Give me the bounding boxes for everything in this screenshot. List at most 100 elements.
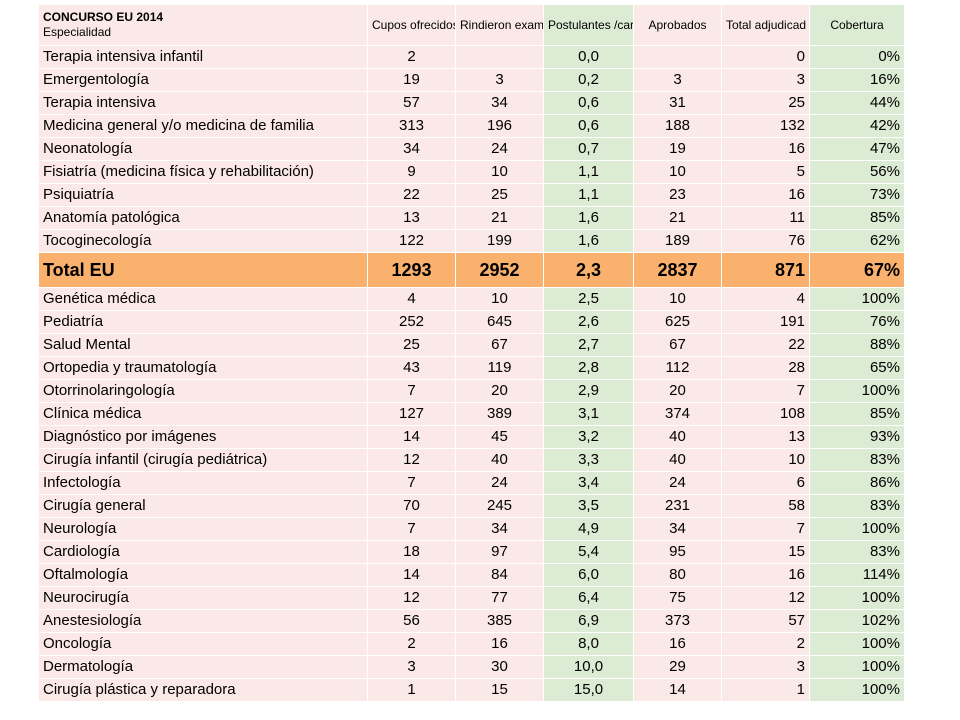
total-adjudicado-cell: 15 xyxy=(721,540,810,564)
specialty-cell: Genética médica xyxy=(38,287,368,311)
table-row: Neonatología 34 24 0,7 19 16 47% xyxy=(38,137,905,161)
cupos-cell: 252 xyxy=(367,310,456,334)
rindieron-cell: 24 xyxy=(455,471,544,495)
postulantes-cell: 3,1 xyxy=(543,402,634,426)
rindieron-cell: 77 xyxy=(455,586,544,610)
postulantes-cell: 2,3 xyxy=(543,252,634,288)
postulantes-cell: 5,4 xyxy=(543,540,634,564)
table-row: Diagnóstico por imágenes 14 45 3,2 40 13 93% xyxy=(38,425,905,449)
cobertura-cell: 86% xyxy=(809,471,905,495)
rindieron-cell: 16 xyxy=(455,632,544,656)
total-adjudicado-cell: 0 xyxy=(721,45,810,69)
rindieron-cell: 3 xyxy=(455,68,544,92)
table-row: Ortopedia y traumatología 43 119 2,8 112 28 65… xyxy=(38,356,905,380)
postulantes-cell: 2,9 xyxy=(543,379,634,403)
table-row: Emergentología 19 3 0,2 3 3 16% xyxy=(38,68,905,92)
cupos-cell: 19 xyxy=(367,68,456,92)
postulantes-cell: 10,0 xyxy=(543,655,634,679)
specialty-cell: Ortopedia y traumatología xyxy=(38,356,368,380)
rindieron-cell: 67 xyxy=(455,333,544,357)
specialty-cell: Clínica médica xyxy=(38,402,368,426)
cupos-cell: 18 xyxy=(367,540,456,564)
total-adjudicado-cell: 1 xyxy=(721,678,810,702)
aprobados-cell: 374 xyxy=(633,402,722,426)
cobertura-cell: 44% xyxy=(809,91,905,115)
rindieron-cell: 40 xyxy=(455,448,544,472)
cobertura-cell: 83% xyxy=(809,494,905,518)
cupos-cell: 57 xyxy=(367,91,456,115)
rindieron-cell: 34 xyxy=(455,517,544,541)
cupos-cell: 9 xyxy=(367,160,456,184)
specialty-cell: Otorrinolaringología xyxy=(38,379,368,403)
table-row: Cirugía general 70 245 3,5 231 58 83% xyxy=(38,494,905,518)
cupos-cell: 4 xyxy=(367,287,456,311)
total-adjudicado-cell: 11 xyxy=(721,206,810,230)
cobertura-cell: 62% xyxy=(809,229,905,253)
rindieron-cell: 245 xyxy=(455,494,544,518)
cobertura-cell: 73% xyxy=(809,183,905,207)
cobertura-cell: 114% xyxy=(809,563,905,587)
cobertura-cell: 100% xyxy=(809,678,905,702)
specialty-cell: Oncología xyxy=(38,632,368,656)
rindieron-cell: 20 xyxy=(455,379,544,403)
cupos-cell: 14 xyxy=(367,425,456,449)
cupos-cell: 1293 xyxy=(367,252,456,288)
cupos-cell: 13 xyxy=(367,206,456,230)
table-row: Salud Mental 25 67 2,7 67 22 88% xyxy=(38,333,905,357)
cobertura-cell: 100% xyxy=(809,287,905,311)
header-rindieron: Rindieron examen xyxy=(455,4,544,46)
total-adjudicado-cell: 3 xyxy=(721,655,810,679)
postulantes-cell: 3,3 xyxy=(543,448,634,472)
cobertura-cell: 83% xyxy=(809,448,905,472)
table-row: Terapia intensiva infantil 2 0,0 0 0% xyxy=(38,45,905,69)
cobertura-cell: 16% xyxy=(809,68,905,92)
table-row: Neurocirugía 12 77 6,4 75 12 100% xyxy=(38,586,905,610)
aprobados-cell: 3 xyxy=(633,68,722,92)
cobertura-cell: 100% xyxy=(809,655,905,679)
specialty-cell: Cirugía plástica y reparadora xyxy=(38,678,368,702)
total-adjudicado-cell: 28 xyxy=(721,356,810,380)
total-adjudicado-cell: 25 xyxy=(721,91,810,115)
cupos-cell: 43 xyxy=(367,356,456,380)
postulantes-cell: 3,2 xyxy=(543,425,634,449)
rindieron-cell: 15 xyxy=(455,678,544,702)
table-row: Otorrinolaringología 7 20 2,9 20 7 100% xyxy=(38,379,905,403)
table-row: Genética médica 4 10 2,5 10 4 100% xyxy=(38,287,905,311)
specialty-cell: Neurocirugía xyxy=(38,586,368,610)
table-row: Dermatología 3 30 10,0 29 3 100% xyxy=(38,655,905,679)
specialty-cell: Cirugía infantil (cirugía pediátrica) xyxy=(38,448,368,472)
aprobados-cell: 373 xyxy=(633,609,722,633)
aprobados-cell: 189 xyxy=(633,229,722,253)
specialty-cell: Tocoginecología xyxy=(38,229,368,253)
total-adjudicado-cell: 4 xyxy=(721,287,810,311)
table-row: Oftalmología 14 84 6,0 80 16 114% xyxy=(38,563,905,587)
header-cobertura: Cobertura xyxy=(809,4,905,46)
aprobados-cell: 112 xyxy=(633,356,722,380)
specialty-cell: Cardiología xyxy=(38,540,368,564)
aprobados-cell xyxy=(633,45,722,69)
table-row: Fisiatría (medicina física y rehabilitac… xyxy=(38,160,905,184)
specialty-cell: Fisiatría (medicina física y rehabilitac… xyxy=(38,160,368,184)
aprobados-cell: 10 xyxy=(633,160,722,184)
total-adjudicado-cell: 7 xyxy=(721,517,810,541)
specialty-cell: Anestesiología xyxy=(38,609,368,633)
cupos-cell: 12 xyxy=(367,586,456,610)
specialty-cell: Neurología xyxy=(38,517,368,541)
rindieron-cell: 84 xyxy=(455,563,544,587)
table-row: Tocoginecología 122 199 1,6 189 76 62% xyxy=(38,229,905,253)
total-adjudicado-cell: 22 xyxy=(721,333,810,357)
cobertura-cell: 102% xyxy=(809,609,905,633)
total-adjudicado-cell: 3 xyxy=(721,68,810,92)
table-row: Oncología 2 16 8,0 16 2 100% xyxy=(38,632,905,656)
table-row: Infectología 7 24 3,4 24 6 86% xyxy=(38,471,905,495)
table-subtitle: Especialidad xyxy=(43,25,112,39)
rindieron-cell: 21 xyxy=(455,206,544,230)
postulantes-cell: 6,0 xyxy=(543,563,634,587)
specialty-cell: Anatomía patológica xyxy=(38,206,368,230)
specialty-cell: Dermatología xyxy=(38,655,368,679)
specialty-cell: Pediatría xyxy=(38,310,368,334)
postulantes-cell: 6,4 xyxy=(543,586,634,610)
header-specialty: CONCURSO EU 2014 Especialidad xyxy=(38,4,368,46)
cobertura-cell: 67% xyxy=(809,252,905,288)
specialty-cell: Infectología xyxy=(38,471,368,495)
